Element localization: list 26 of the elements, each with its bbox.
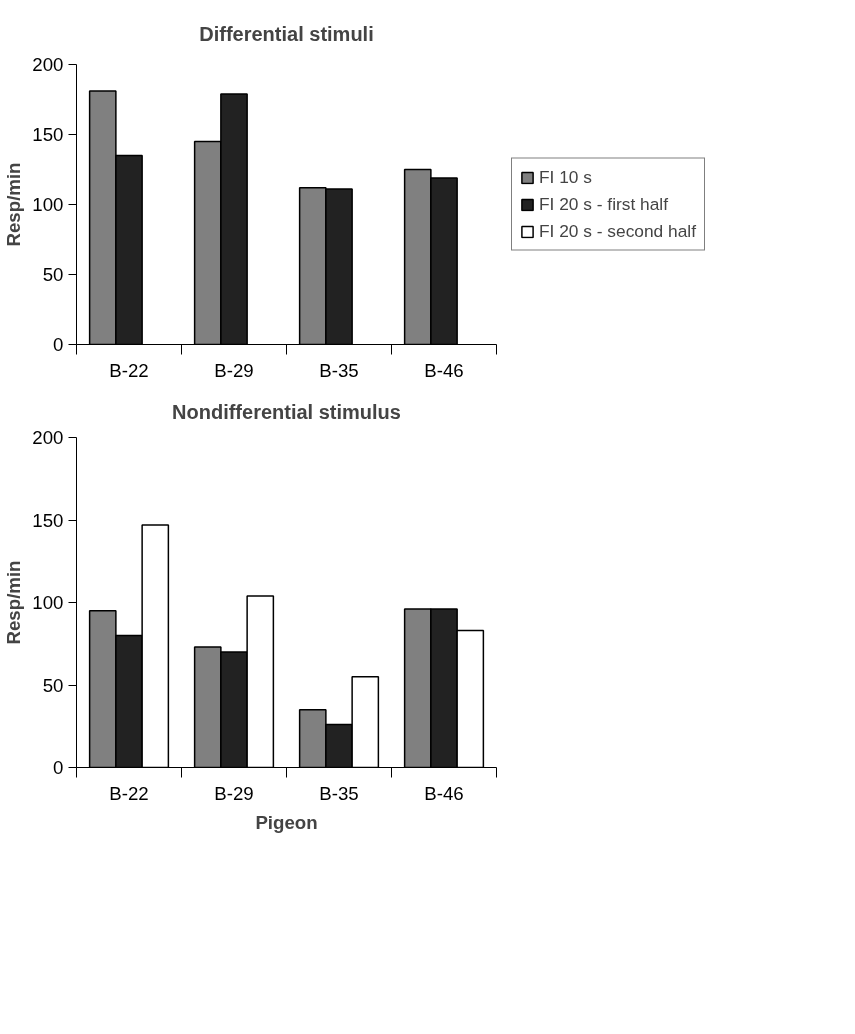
y-tick-label: 0 (53, 334, 64, 355)
x-tick-label: B-29 (214, 782, 254, 804)
x-tick-label: B-46 (424, 782, 464, 804)
legend-label: FI 20 s - first half (539, 193, 669, 215)
x-tick-label: B-22 (109, 782, 149, 804)
legend-label: FI 20 s - second half (539, 220, 696, 242)
x-axis-title: Pigeon (255, 811, 318, 833)
y-tick-label: 150 (32, 124, 64, 145)
chart-title: Nondifferential stimulus (172, 400, 401, 423)
y-tick-label: 100 (32, 194, 64, 215)
chart-title: Differential stimuli (199, 22, 374, 45)
x-tick-label: B-35 (319, 782, 359, 804)
x-tick-label: B-22 (109, 359, 149, 381)
y-tick-label: 200 (32, 427, 64, 448)
y-tick-label: 50 (42, 264, 64, 285)
x-tick-label: B-46 (424, 359, 464, 381)
y-axis-title: Resp/min (3, 162, 25, 247)
x-tick-label: B-29 (214, 359, 254, 381)
y-axis-title: Resp/min (3, 560, 25, 645)
y-tick-label: 50 (42, 674, 64, 696)
legend-label: FI 10 s (539, 166, 592, 188)
y-tick-label: 150 (32, 509, 64, 531)
y-tick-label: 0 (53, 757, 64, 778)
y-tick-label: 200 (32, 54, 64, 75)
x-tick-label: B-35 (319, 359, 359, 381)
y-tick-label: 100 (32, 592, 64, 613)
